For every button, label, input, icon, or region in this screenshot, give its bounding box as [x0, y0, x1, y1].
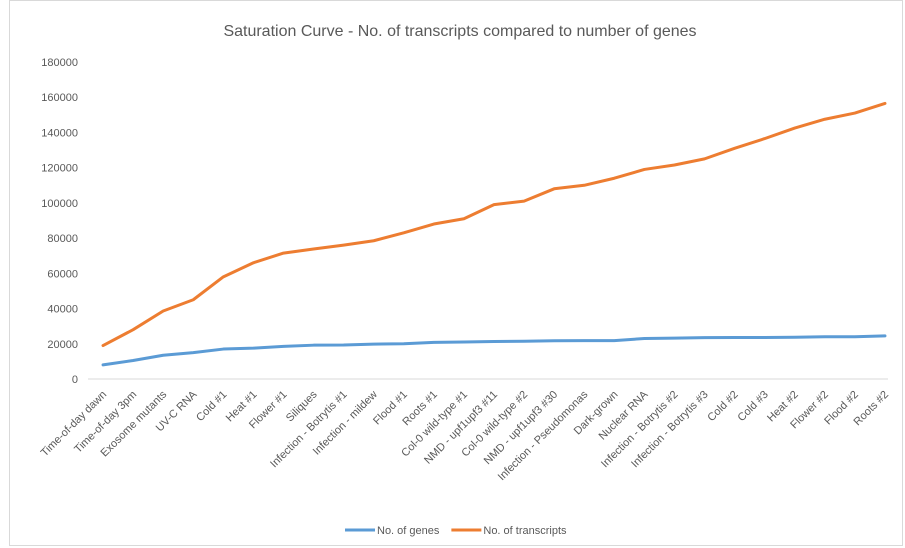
y-tick-label: 180000	[41, 57, 78, 69]
y-tick-label: 40000	[47, 304, 78, 316]
y-tick-label: 20000	[47, 339, 78, 351]
y-tick-label: 140000	[41, 127, 78, 139]
y-tick-label: 0	[72, 374, 78, 386]
legend-label: No. of transcripts	[483, 525, 567, 537]
y-tick-label: 80000	[47, 233, 78, 245]
y-tick-label: 160000	[41, 92, 78, 104]
y-tick-label: 120000	[41, 163, 78, 175]
chart-title: Saturation Curve - No. of transcripts co…	[223, 23, 696, 40]
series-line	[101, 334, 887, 367]
series-line	[101, 101, 887, 348]
y-tick-label: 60000	[47, 268, 78, 280]
y-tick-label: 100000	[41, 198, 78, 210]
chart-border	[9, 0, 903, 546]
legend-label: No. of genes	[377, 525, 440, 537]
